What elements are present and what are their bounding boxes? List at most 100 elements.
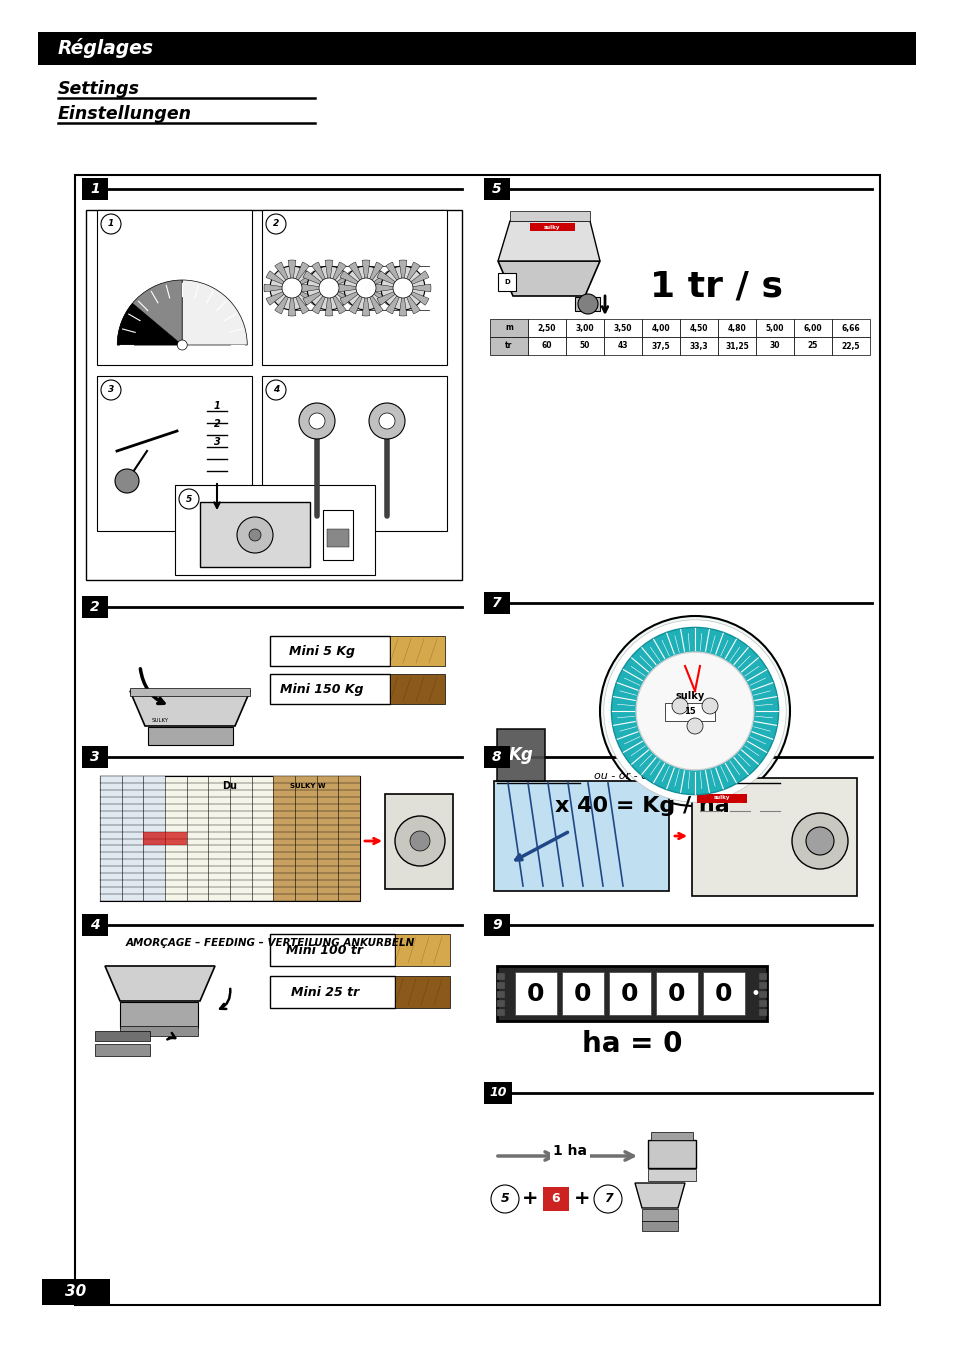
Text: x 40 = Kg / ha: x 40 = Kg / ha (555, 796, 729, 816)
Text: 50: 50 (579, 342, 590, 350)
Circle shape (249, 530, 261, 540)
Text: 5: 5 (186, 494, 192, 504)
FancyBboxPatch shape (755, 319, 793, 336)
Wedge shape (366, 288, 383, 313)
Text: Kg: Kg (508, 746, 533, 765)
Circle shape (791, 813, 847, 869)
FancyBboxPatch shape (262, 376, 447, 531)
Circle shape (594, 1185, 621, 1213)
Wedge shape (288, 259, 295, 288)
Wedge shape (303, 270, 329, 288)
FancyBboxPatch shape (390, 674, 444, 704)
FancyBboxPatch shape (718, 319, 755, 336)
Text: 37,5: 37,5 (651, 342, 670, 350)
Wedge shape (303, 288, 329, 305)
FancyBboxPatch shape (490, 319, 527, 336)
Text: ou - or - oder: ou - or - oder (593, 771, 665, 781)
FancyBboxPatch shape (527, 319, 565, 336)
Text: 2: 2 (273, 219, 279, 228)
Wedge shape (402, 270, 429, 288)
FancyBboxPatch shape (641, 1221, 678, 1231)
Text: 0: 0 (620, 982, 639, 1006)
Text: sulky: sulky (675, 690, 704, 701)
Text: D: D (503, 280, 509, 285)
Text: +: + (521, 1189, 537, 1209)
FancyBboxPatch shape (494, 781, 668, 892)
FancyBboxPatch shape (38, 32, 915, 65)
Text: 4,50: 4,50 (689, 323, 707, 332)
Circle shape (266, 213, 286, 234)
Circle shape (369, 403, 405, 439)
Text: 33,3: 33,3 (689, 342, 707, 350)
FancyBboxPatch shape (656, 971, 698, 1015)
FancyBboxPatch shape (497, 730, 544, 781)
Wedge shape (402, 288, 420, 313)
Wedge shape (398, 288, 407, 316)
Text: 9: 9 (492, 917, 501, 932)
Text: 6,00: 6,00 (802, 323, 821, 332)
Text: 4: 4 (91, 917, 100, 932)
Text: Mini 5 Kg: Mini 5 Kg (289, 644, 355, 658)
Text: 8: 8 (492, 750, 501, 765)
FancyBboxPatch shape (510, 211, 589, 222)
Text: 5,00: 5,00 (765, 323, 783, 332)
Circle shape (701, 698, 718, 713)
Wedge shape (385, 288, 402, 313)
FancyBboxPatch shape (327, 530, 349, 547)
Circle shape (298, 403, 335, 439)
Wedge shape (402, 284, 431, 292)
FancyBboxPatch shape (100, 775, 122, 901)
Circle shape (266, 380, 286, 400)
Text: 1: 1 (213, 401, 220, 411)
Text: 60: 60 (541, 342, 552, 350)
FancyBboxPatch shape (718, 336, 755, 355)
Polygon shape (497, 222, 599, 261)
Wedge shape (385, 262, 402, 288)
Text: tr: tr (505, 342, 512, 350)
FancyBboxPatch shape (641, 336, 679, 355)
FancyBboxPatch shape (395, 975, 450, 1008)
Text: 4,80: 4,80 (727, 323, 745, 332)
Text: +: + (573, 1189, 590, 1209)
Wedge shape (292, 288, 317, 305)
Wedge shape (117, 280, 182, 345)
Wedge shape (339, 270, 366, 288)
Text: 5: 5 (500, 1193, 509, 1205)
Circle shape (378, 413, 395, 430)
Wedge shape (292, 270, 317, 288)
Text: 3: 3 (213, 436, 220, 447)
Text: 3: 3 (108, 385, 114, 394)
FancyBboxPatch shape (490, 336, 527, 355)
Text: Mini 25 tr: Mini 25 tr (291, 985, 358, 998)
Text: 22,5: 22,5 (841, 342, 860, 350)
Circle shape (309, 413, 325, 430)
Text: Réglages: Réglages (58, 38, 153, 58)
FancyBboxPatch shape (75, 176, 879, 1305)
FancyBboxPatch shape (82, 178, 108, 200)
FancyBboxPatch shape (82, 746, 108, 767)
FancyBboxPatch shape (530, 223, 575, 231)
Circle shape (805, 827, 833, 855)
Wedge shape (329, 262, 346, 288)
Text: Settings: Settings (58, 80, 140, 99)
Wedge shape (312, 262, 329, 288)
FancyBboxPatch shape (542, 1188, 568, 1210)
FancyBboxPatch shape (759, 1000, 766, 1006)
Text: 7: 7 (492, 596, 501, 611)
Wedge shape (264, 284, 292, 292)
Text: AMORÇAGE – FEEDING – VERTEILUNG ANKURBELN: AMORÇAGE – FEEDING – VERTEILUNG ANKURBEL… (125, 938, 415, 948)
Wedge shape (375, 284, 402, 292)
Text: Du: Du (222, 781, 237, 790)
Text: •: • (749, 985, 760, 1002)
Wedge shape (292, 288, 309, 313)
FancyBboxPatch shape (323, 509, 353, 561)
FancyBboxPatch shape (143, 775, 165, 901)
FancyBboxPatch shape (130, 688, 250, 696)
Wedge shape (329, 288, 346, 313)
FancyBboxPatch shape (122, 775, 143, 901)
FancyBboxPatch shape (82, 915, 108, 936)
FancyBboxPatch shape (702, 971, 744, 1015)
FancyBboxPatch shape (793, 319, 831, 336)
Wedge shape (362, 259, 370, 288)
FancyBboxPatch shape (270, 934, 395, 966)
